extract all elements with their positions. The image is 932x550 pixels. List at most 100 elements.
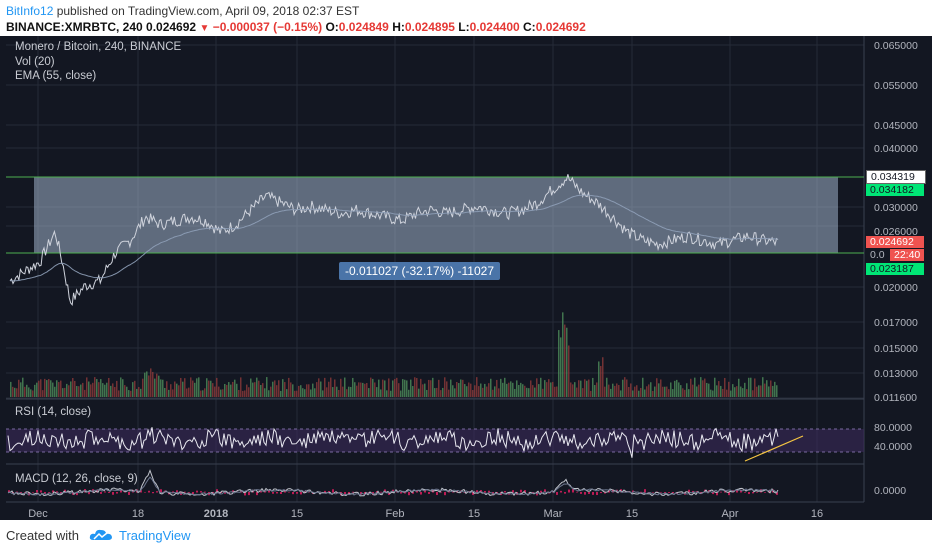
macd-histogram-bar bbox=[592, 492, 594, 495]
volume-bar bbox=[332, 387, 334, 397]
volume-bar bbox=[246, 384, 248, 397]
volume-bar bbox=[82, 382, 84, 397]
volume-bar bbox=[270, 386, 272, 397]
volume-bar bbox=[594, 385, 596, 397]
chart-area[interactable]: Monero / Bitcoin, 240, BINANCE Vol (20) … bbox=[0, 36, 932, 520]
created-with-text: Created with bbox=[6, 528, 79, 543]
volume-bar bbox=[238, 390, 240, 397]
volume-bar bbox=[760, 385, 762, 397]
price-axis-label: 0.040000 bbox=[874, 143, 918, 155]
volume-bar bbox=[726, 389, 728, 397]
macd-histogram-bar bbox=[76, 492, 78, 496]
macd-histogram-bar bbox=[660, 492, 662, 493]
volume-bar bbox=[550, 382, 552, 397]
macd-histogram-bar bbox=[308, 491, 310, 493]
volume-bar bbox=[538, 384, 540, 397]
volume-bar bbox=[752, 390, 754, 397]
volume-bar bbox=[266, 377, 268, 397]
volume-bar bbox=[544, 380, 546, 397]
volume-bar bbox=[490, 378, 492, 397]
volume-bar bbox=[666, 386, 668, 397]
volume-bar bbox=[24, 386, 26, 397]
volume-bar bbox=[142, 378, 144, 397]
volume-bar bbox=[750, 377, 752, 397]
volume-bar bbox=[586, 380, 588, 397]
volume-bar bbox=[50, 380, 52, 397]
macd-histogram-bar bbox=[756, 492, 758, 493]
volume-bar bbox=[92, 382, 94, 397]
volume-bar bbox=[754, 378, 756, 397]
volume-bar bbox=[84, 389, 86, 397]
macd-histogram-bar bbox=[120, 490, 122, 493]
volume-bar bbox=[146, 371, 148, 397]
macd-histogram-bar bbox=[436, 492, 438, 496]
volume-bar bbox=[330, 377, 332, 397]
volume-bar bbox=[526, 387, 528, 397]
volume-bar bbox=[156, 373, 158, 397]
volume-bar bbox=[224, 383, 226, 397]
macd-histogram-bar bbox=[300, 492, 302, 495]
volume-bar bbox=[394, 378, 396, 397]
price-chart-svg[interactable] bbox=[0, 36, 932, 520]
legend-ema: EMA (55, close) bbox=[15, 70, 97, 82]
macd-histogram-bar bbox=[588, 492, 590, 494]
macd-histogram-bar bbox=[140, 490, 142, 493]
volume-bar bbox=[180, 377, 182, 397]
volume-bar bbox=[262, 383, 264, 397]
volume-bar bbox=[416, 378, 418, 397]
volume-bar bbox=[286, 389, 288, 397]
volume-bar bbox=[310, 389, 312, 397]
volume-bar bbox=[582, 388, 584, 397]
volume-bar bbox=[132, 382, 134, 397]
volume-bar bbox=[392, 380, 394, 397]
volume-bar bbox=[80, 384, 82, 397]
volume-bar bbox=[126, 386, 128, 397]
volume-bar bbox=[48, 379, 50, 397]
macd-histogram-bar bbox=[532, 491, 534, 493]
volume-bar bbox=[686, 383, 688, 397]
volume-bar bbox=[606, 377, 608, 397]
time-axis-label: Dec bbox=[28, 508, 48, 520]
macd-histogram-bar bbox=[408, 492, 410, 496]
volume-bar bbox=[710, 389, 712, 397]
volume-bar bbox=[748, 377, 750, 397]
volume-bar bbox=[454, 388, 456, 397]
author-link[interactable]: BitInfo12 bbox=[6, 4, 54, 18]
volume-bar bbox=[644, 389, 646, 397]
rsi-trend-line bbox=[744, 435, 804, 462]
volume-bar bbox=[70, 381, 72, 397]
volume-bar bbox=[428, 379, 430, 397]
volume-bar bbox=[204, 388, 206, 397]
volume-bar bbox=[30, 389, 32, 397]
tradingview-logo-text[interactable]: TradingView bbox=[119, 528, 191, 543]
volume-bar bbox=[54, 386, 56, 397]
macd-axis-zero: 0.0000 bbox=[874, 485, 907, 497]
macd-histogram-bar bbox=[448, 490, 450, 493]
volume-bar bbox=[552, 381, 554, 397]
time-axis-label: Apr bbox=[721, 508, 739, 520]
volume-bar bbox=[62, 388, 64, 397]
volume-bar bbox=[308, 384, 310, 397]
volume-bar bbox=[154, 378, 156, 397]
macd-histogram-bar bbox=[752, 492, 754, 494]
publish-header: BitInfo12 published on TradingView.com, … bbox=[0, 0, 932, 36]
volume-bar bbox=[306, 384, 308, 397]
volume-bar bbox=[226, 384, 228, 397]
volume-bar bbox=[580, 380, 582, 397]
price-tag-top: 0.034319 bbox=[866, 170, 926, 184]
volume-bar bbox=[732, 384, 734, 397]
macd-histogram-bar bbox=[188, 492, 190, 493]
macd-histogram-bar bbox=[440, 491, 442, 493]
volume-bar bbox=[568, 345, 570, 397]
macd-histogram-bar bbox=[280, 492, 282, 494]
volume-bar bbox=[334, 379, 336, 397]
measure-label: -0.011027 (-32.17%) -11027 bbox=[339, 262, 500, 280]
volume-bar bbox=[756, 386, 758, 397]
volume-bar bbox=[758, 385, 760, 397]
volume-bar bbox=[446, 381, 448, 397]
price-axis-label: 0.030000 bbox=[874, 202, 918, 214]
volume-bar bbox=[618, 385, 620, 397]
volume-bar bbox=[86, 377, 88, 397]
last-price: 0.024692 bbox=[146, 20, 197, 34]
volume-bar bbox=[96, 379, 98, 397]
